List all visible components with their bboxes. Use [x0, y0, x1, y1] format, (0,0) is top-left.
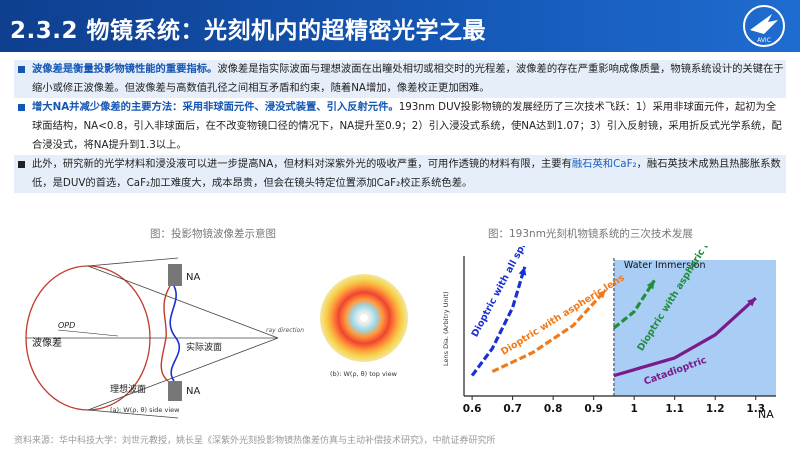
paragraph-1-lead: 波像差是衡量投影物镜性能的重要指标。	[32, 63, 218, 75]
side-view-label: (a): W(ρ, θ) side view	[110, 406, 180, 414]
series-line	[491, 288, 607, 373]
x-tick-label: 1	[631, 403, 638, 415]
materials-link: 融石英和CaF₂	[571, 158, 637, 170]
series-arrowhead	[747, 298, 756, 307]
bullet-icon	[18, 66, 25, 73]
ideal-wave-label: 理想波面	[110, 383, 146, 395]
paragraph-3-text-b: ，融石英技术成熟且热膨胀系数低，是DUV的首选，CaF₂加工难度大，成本昂贵，但…	[32, 158, 781, 189]
x-tick-label: 1.3	[746, 403, 765, 415]
x-tick-label: 0.6	[463, 403, 482, 415]
wavefront-diagram: NA NA OPD 波像差 实际波面 理想波面 ray direction (a…	[25, 257, 408, 419]
x-tick-label: 0.7	[503, 403, 522, 415]
paragraph-3: 此外，研究新的光学材料和浸没液可以进一步提高NA，但材料对深紫外光的吸收严重，可…	[14, 155, 786, 193]
x-tick-label: 1.2	[706, 403, 725, 415]
paragraph-1-text: 波像差是指实际波面与理想波面在出瞳处相切或相交时的光程差，波像差的存在严重影响成…	[32, 63, 784, 94]
ray-bottom	[87, 337, 279, 411]
paragraph-2: 增大NA并减少像差的主要方法：采用非球面元件、浸没式装置、引入反射元件。193n…	[14, 98, 786, 155]
wave-aberration-label: 波像差	[32, 336, 62, 349]
series-arrowhead	[597, 289, 606, 299]
top-view-label: (b): W(ρ, θ) top view	[330, 370, 398, 378]
ray-direction-label: ray direction	[266, 327, 304, 334]
na-block-bottom	[168, 381, 182, 401]
bullet-icon	[18, 104, 25, 111]
na-block-top	[168, 264, 182, 286]
heatmap-center	[360, 314, 368, 322]
bullet-icon	[18, 161, 25, 168]
y-axis-label: Lens Dia. (Arbitry Unit)	[442, 292, 450, 367]
x-tick-label: 1.1	[665, 403, 684, 415]
x-tick-group: 0.6 0.7 0.8 0.9 1 1.1 1.2 1.3	[463, 396, 765, 415]
source-footer: 资料来源：华中科技大学：刘世元教授，姚长呈《深紫外光刻投影物镜热像差仿真与主动补…	[14, 436, 496, 446]
water-immersion-label: Water Immersion	[624, 260, 706, 271]
na-development-chart: Water Immersion Lens Dia. (Arbitry Unit)…	[442, 246, 776, 421]
x-tick-label: 0.9	[584, 403, 603, 415]
series-line	[612, 279, 656, 330]
actual-wave-label: 实际波面	[186, 341, 222, 353]
avic-logo-icon: AVIC	[743, 5, 785, 47]
paragraph-1: 波像差是衡量投影物镜性能的重要指标。波像差是指实际波面与理想波面在出瞳处相切或相…	[14, 60, 786, 98]
text-content: 波像差是衡量投影物镜性能的重要指标。波像差是指实际波面与理想波面在出瞳处相切或相…	[14, 60, 786, 193]
caption-right: 图：193nm光刻机物镜系统的三次技术发展	[488, 228, 693, 240]
header-bar: 2.3.2 物镜系统：光刻机内的超精密光学之最 AVIC	[0, 0, 800, 52]
actual-wavefront	[169, 285, 181, 382]
page-title: 2.3.2 物镜系统：光刻机内的超精密光学之最	[10, 18, 486, 44]
logo-text: AVIC	[757, 37, 771, 44]
series-line	[613, 296, 757, 378]
na-top-label: NA	[186, 272, 200, 283]
series-arrowhead	[646, 280, 655, 290]
paragraph-2-text: 193nm DUV投影物镜的发展经历了三次技术飞跃：1）采用非球面元件，起初为全…	[32, 101, 782, 151]
ideal-wavefront	[160, 285, 171, 382]
series-arrowhead	[518, 266, 527, 276]
series-line	[470, 266, 527, 377]
paragraph-3-text-a: 此外，研究新的光学材料和浸没液可以进一步提高NA，但材料对深紫外光的吸收严重，可…	[32, 158, 572, 170]
ray-top	[87, 265, 279, 339]
ray-top-upper	[87, 257, 179, 267]
opd-label: OPD	[58, 321, 75, 330]
opd-line	[57, 329, 119, 337]
x-axis-label: NA	[758, 408, 774, 421]
ray-bottom-lower	[87, 409, 179, 419]
paragraph-2-lead: 增大NA并减少像差的主要方法：采用非球面元件、浸没式装置、引入反射元件。	[32, 101, 399, 113]
water-immersion-region	[613, 260, 776, 396]
x-tick-label: 0.8	[544, 403, 563, 415]
caption-left: 图：投影物镜波像差示意图	[150, 228, 276, 240]
na-bottom-label: NA	[186, 386, 200, 397]
